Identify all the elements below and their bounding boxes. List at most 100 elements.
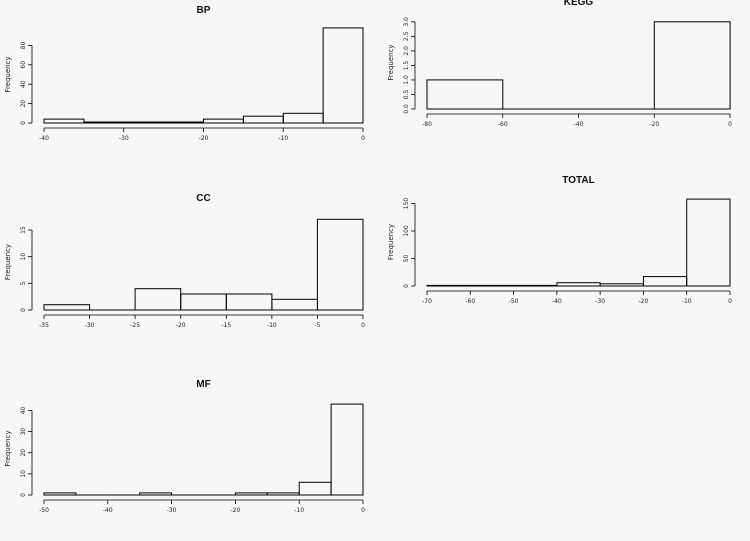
- histogram-kegg: KEGG -80 -60 -40 -20 0 0.0 0.5 1.0 1.5 2.0 2.5 3.0 Fr…: [387, 0, 732, 128]
- chart-title: CC: [196, 193, 210, 204]
- x-tick-label: 0: [361, 322, 365, 329]
- histogram-bar: [163, 121, 205, 124]
- x-tick-label: -40: [103, 507, 113, 514]
- histogram-bar: [43, 492, 77, 496]
- x-tick-label: -10: [294, 507, 304, 514]
- x-axis: -50 -40 -30 -20 -10 0: [39, 499, 365, 514]
- y-tick-label: 0.0: [403, 104, 410, 114]
- histogram-total: TOTAL -70 -60 -50 -40 -30 -20 -10 0 0 50 100 150 Freq…: [387, 175, 732, 305]
- chart-title: KEGG: [564, 0, 594, 8]
- histogram-bar: [316, 218, 364, 311]
- chart-title: BP: [197, 5, 211, 16]
- histogram-bar: [686, 198, 731, 287]
- x-tick-label: -35: [39, 322, 49, 329]
- x-tick-label: -20: [199, 135, 209, 142]
- x-tick-label: -20: [649, 121, 659, 128]
- y-axis: 0 20 40 60 80: [20, 41, 33, 125]
- x-tick-label: 0: [361, 135, 365, 142]
- x-axis: -70 -60 -50 -40 -30 -20 -10 0: [422, 290, 732, 305]
- histogram-bar: [139, 492, 173, 496]
- y-tick-label: 100: [403, 225, 410, 237]
- histogram-bar: [123, 121, 165, 124]
- x-axis: -40 -30 -20 -10 0: [39, 127, 365, 142]
- x-tick-label: -50: [39, 507, 49, 514]
- x-tick-label: -50: [509, 298, 519, 305]
- histogram-bar: [282, 112, 324, 124]
- x-tick-label: -80: [422, 121, 432, 128]
- x-tick-label: -30: [595, 298, 605, 305]
- x-tick-label: -20: [639, 298, 649, 305]
- y-tick-label: 2.5: [403, 31, 410, 41]
- y-tick-label: 20: [20, 449, 27, 457]
- y-tick-label: 0: [20, 493, 27, 497]
- y-tick-label: 0: [20, 121, 27, 125]
- x-tick-label: -30: [119, 135, 129, 142]
- x-tick-label: -15: [221, 322, 231, 329]
- x-tick-label: -20: [176, 322, 186, 329]
- y-axis-label: Frequency: [4, 430, 12, 466]
- x-tick-label: -40: [39, 135, 49, 142]
- y-tick-label: 40: [20, 80, 27, 88]
- y-tick-label: 5: [20, 281, 27, 285]
- x-tick-label: 0: [728, 121, 732, 128]
- y-tick-label: 80: [20, 41, 27, 49]
- x-tick-label: 0: [728, 298, 732, 305]
- y-tick-label: 0.5: [403, 90, 410, 100]
- histogram-bar: [599, 283, 644, 287]
- y-tick-label: 60: [20, 61, 27, 69]
- histogram-bar: [322, 27, 364, 124]
- histogram-bar: [43, 304, 91, 311]
- chart-title: MF: [196, 379, 210, 390]
- histogram-bar: [330, 403, 364, 496]
- x-axis: -80 -60 -40 -20 0: [422, 113, 732, 128]
- histogram-bar: [180, 293, 227, 311]
- x-tick-label: -10: [682, 298, 692, 305]
- y-tick-label: 10: [20, 253, 27, 261]
- y-tick-label: 40: [20, 406, 27, 414]
- x-tick-label: -30: [167, 507, 177, 514]
- y-tick-label: 1.5: [403, 60, 410, 70]
- histogram-bar: [298, 481, 332, 496]
- chart-title: TOTAL: [562, 175, 594, 186]
- x-tick-label: -20: [230, 507, 240, 514]
- histogram-bar: [203, 118, 244, 124]
- y-tick-label: 0: [403, 284, 410, 288]
- x-tick-label: -10: [267, 322, 277, 329]
- y-axis-label: Frequency: [387, 224, 395, 260]
- histogram-bar: [234, 492, 268, 496]
- x-tick-label: -25: [130, 322, 140, 329]
- histogram-bar: [469, 284, 515, 287]
- histogram-bar: [426, 79, 504, 110]
- histogram-bar: [426, 284, 471, 287]
- x-tick-label: -10: [278, 135, 288, 142]
- histogram-mf: MF -50 -40 -30 -20 -10 0 0 10 20 30 40 Frequency: [4, 379, 365, 514]
- histogram-bar: [83, 121, 125, 124]
- y-tick-label: 0: [20, 308, 27, 312]
- y-tick-label: 1.0: [403, 75, 410, 85]
- x-tick-label: -5: [314, 322, 320, 329]
- x-axis: -35 -30 -25 -20 -15 -10 -5 0: [39, 314, 365, 329]
- histogram-bar: [266, 492, 300, 496]
- y-tick-label: 15: [20, 226, 27, 234]
- x-tick-label: -60: [498, 121, 508, 128]
- histogram-bar: [225, 293, 273, 311]
- y-axis: 0 5 10 15: [20, 226, 33, 312]
- x-tick-label: -70: [422, 298, 432, 305]
- histogram-bar: [43, 118, 85, 124]
- y-tick-label: 3.0: [403, 17, 410, 27]
- histogram-bp: BP -40 -30 -20 -10 0 0 20 40 60 80 Frequency: [4, 5, 365, 142]
- histogram-bar: [653, 21, 731, 110]
- histogram-bar: [642, 276, 688, 287]
- y-tick-label: 150: [403, 198, 410, 210]
- histogram-bar: [556, 282, 601, 287]
- x-tick-label: -30: [85, 322, 95, 329]
- y-axis-label: Frequency: [387, 44, 395, 80]
- y-axis-label: Frequency: [4, 56, 12, 92]
- y-tick-label: 2.0: [403, 46, 410, 56]
- x-tick-label: -40: [552, 298, 562, 305]
- histogram-bar: [513, 284, 558, 287]
- x-tick-label: -60: [465, 298, 475, 305]
- histogram-bar: [242, 115, 284, 124]
